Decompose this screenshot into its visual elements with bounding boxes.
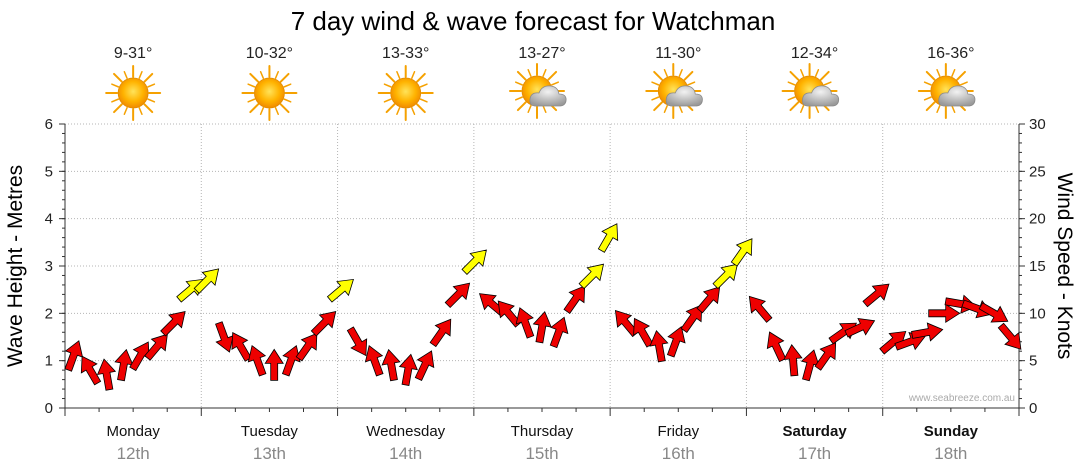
- wind-arrow: [264, 348, 284, 381]
- wind-arrow: [398, 353, 418, 386]
- wind-arrow: [563, 285, 586, 314]
- wind-arrow: [766, 331, 787, 363]
- right-tick-label: 20: [1029, 211, 1046, 228]
- left-tick-label: 5: [45, 163, 53, 180]
- day-labels: Monday 12th Tuesday 13th Wednesday 14th Thursd…: [106, 423, 978, 463]
- day-name-label: Saturday: [782, 423, 847, 440]
- wind-arrow-strong: [326, 278, 355, 303]
- partly-cloudy-icon: [781, 63, 840, 119]
- wind-arrow: [649, 330, 669, 363]
- wind-arrow: [997, 322, 1022, 350]
- wind-arrow: [414, 350, 435, 382]
- wind-arrow: [862, 283, 890, 308]
- day-name-label: Sunday: [924, 423, 979, 440]
- wind-arrow: [814, 342, 837, 371]
- day-name-label: Monday: [106, 423, 160, 440]
- wind-arrow: [696, 286, 721, 314]
- partly-cloudy-icon: [917, 63, 976, 119]
- wind-arrow: [515, 307, 535, 339]
- left-tick-label: 3: [45, 258, 53, 275]
- temperature-label: 9-31°: [114, 45, 152, 62]
- day-name-label: Wednesday: [366, 423, 445, 440]
- wind-arrow-strong: [193, 268, 220, 294]
- wind-arrow: [783, 344, 803, 377]
- chart-title: 7 day wind & wave forecast for Watchman: [291, 6, 776, 36]
- wind-arrow-strong: [461, 249, 487, 275]
- grid-lines: [65, 123, 1019, 408]
- wind-arrow: [310, 310, 337, 337]
- partly-cloudy-icon: [509, 63, 567, 119]
- wind-arrow-strong: [712, 263, 738, 290]
- wind-arrow: [429, 318, 452, 348]
- right-tick-label: 5: [1029, 353, 1037, 370]
- left-tick-label: 1: [45, 353, 53, 370]
- temperature-label: 10-32°: [246, 45, 293, 62]
- temperature-label: 13-33°: [382, 45, 429, 62]
- wind-arrow: [911, 322, 944, 342]
- wind-arrow: [748, 295, 773, 323]
- wind-arrow: [444, 282, 471, 309]
- wind-arrow: [844, 318, 876, 338]
- wind-arrow: [381, 348, 401, 382]
- right-tick-label: 25: [1029, 163, 1046, 180]
- wind-arrow-strong: [578, 263, 605, 290]
- wind-arrow: [295, 332, 318, 362]
- sun-icon: [377, 65, 434, 121]
- wind-arrow: [497, 300, 522, 328]
- wind-arrow: [80, 355, 102, 386]
- left-tick-label: 4: [45, 211, 53, 228]
- day-date-label: 18th: [934, 444, 967, 463]
- day-name-label: Thursday: [511, 423, 574, 440]
- day-date-label: 12th: [117, 444, 150, 463]
- wind-arrow: [346, 326, 368, 357]
- x-axis-ticks: [64, 408, 1020, 416]
- right-tick-label: 30: [1029, 116, 1046, 133]
- right-tick-label: 15: [1029, 258, 1046, 275]
- wind-arrow: [96, 358, 117, 391]
- wind-arrow: [364, 344, 384, 377]
- left-tick-label: 0: [45, 400, 53, 417]
- wind-arrow: [978, 302, 1009, 323]
- right-tick-label: 0: [1029, 400, 1037, 417]
- temperature-label: 11-30°: [655, 45, 701, 62]
- day-date-label: 16th: [662, 444, 695, 463]
- sun-icon: [241, 65, 298, 121]
- wind-arrow: [160, 310, 186, 337]
- wind-arrow: [231, 332, 252, 362]
- left-tick-label: 2: [45, 305, 53, 322]
- day-date-label: 14th: [389, 444, 422, 463]
- wind-arrow: [247, 344, 267, 377]
- weather-icons: [105, 63, 976, 121]
- wind-arrow: [281, 344, 301, 377]
- wind-arrow: [680, 304, 703, 333]
- temperature-label: 13-27°: [518, 45, 565, 62]
- partly-cloudy-icon: [645, 63, 703, 119]
- wind-arrow-strong: [176, 278, 204, 303]
- right-tick-label: 10: [1029, 305, 1046, 322]
- left-tick-label: 6: [45, 116, 53, 133]
- wind-arrow: [549, 316, 569, 349]
- sun-icon: [105, 65, 162, 121]
- wind-arrow-strong: [730, 238, 753, 267]
- right-axis-ticks: 0 5 10 15 20 25 30: [1019, 116, 1046, 417]
- wind-arrow-strong: [597, 223, 619, 253]
- temperature-label: 12-34°: [791, 45, 838, 62]
- left-axis-ticks: 0 1 2 3 4 5 6: [45, 116, 65, 417]
- wind-arrows: [64, 223, 1022, 391]
- wind-arrow: [144, 333, 168, 361]
- day-date-label: 17th: [798, 444, 831, 463]
- temperature-labels: 9-31° 10-32° 13-33° 13-27° 11-30° 12-34° 16-36…: [114, 45, 975, 62]
- day-date-label: 15th: [525, 444, 558, 463]
- watermark: www.seabreeze.com.au: [908, 393, 1015, 404]
- wind-arrow: [928, 303, 961, 324]
- day-name-label: Friday: [657, 423, 699, 440]
- temperature-label: 16-36°: [927, 45, 974, 62]
- right-axis-title: Wind Speed - Knots: [1053, 173, 1076, 360]
- wind-arrow: [532, 311, 552, 344]
- left-axis-title: Wave Height - Metres: [4, 165, 27, 367]
- day-name-label: Tuesday: [241, 423, 298, 440]
- day-date-label: 13th: [253, 444, 286, 463]
- wind-arrow: [666, 325, 686, 358]
